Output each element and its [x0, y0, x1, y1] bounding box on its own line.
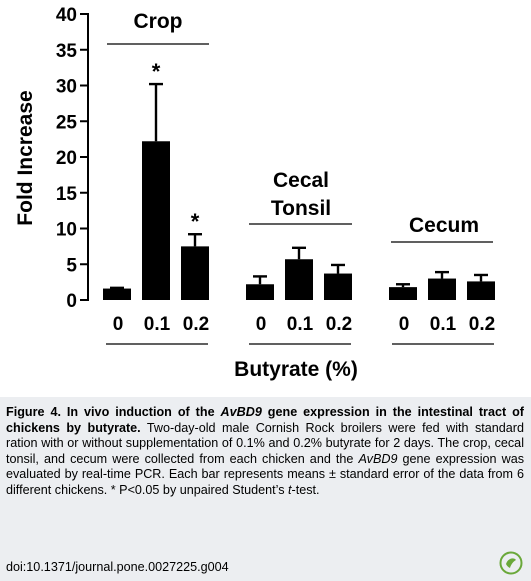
y-tick-label: 30 — [56, 77, 77, 98]
bar — [142, 141, 170, 300]
y-tick-label: 25 — [56, 112, 78, 133]
bar — [467, 281, 495, 300]
category-label: 0 — [113, 314, 124, 335]
bar — [428, 278, 456, 300]
y-tick-label: 5 — [66, 255, 77, 276]
x-axis-label: Butyrate (%) — [234, 358, 358, 381]
plos-logo-icon — [499, 551, 523, 575]
y-tick-label: 40 — [56, 5, 77, 26]
y-tick-label: 35 — [56, 41, 78, 62]
bar — [103, 288, 131, 300]
category-label: 0 — [399, 314, 410, 335]
doi-link[interactable]: doi:10.1371/journal.pone.0027225.g004 — [6, 560, 229, 574]
category-label: 0.1 — [144, 314, 171, 335]
bar — [389, 287, 417, 300]
group-label: Cecal — [273, 169, 329, 192]
significance-marker: * — [191, 209, 200, 234]
caption-body: Two-day-old male Cornish Rock broilers w… — [6, 420, 524, 497]
bar — [246, 284, 274, 300]
category-label: 0.1 — [287, 314, 314, 335]
category-label: 0.2 — [326, 314, 352, 335]
category-label: 0.2 — [469, 314, 495, 335]
category-label: 0.1 — [430, 314, 457, 335]
bar-chart: 0 5 10 15 20 25 30 35 40 Crop 0 * 0.1 * 0.2 Cecal Tonsil… — [14, 5, 495, 381]
bar — [285, 259, 313, 300]
group-label: Cecum — [409, 214, 479, 237]
y-tick-label: 10 — [56, 220, 77, 241]
category-label: 0 — [256, 314, 267, 335]
group-label: Crop — [134, 10, 183, 33]
y-tick-label: 20 — [56, 148, 77, 169]
figure-caption: Figure 4. In vivo induction of the AvBD9… — [6, 405, 524, 498]
y-axis-label: Fold Increase — [14, 90, 37, 225]
significance-marker: * — [152, 59, 161, 84]
caption-title: Figure 4. In vivo induction of the AvBD9… — [6, 405, 525, 435]
bar — [324, 273, 352, 300]
category-label: 0.2 — [183, 314, 209, 335]
y-tick-label: 15 — [56, 184, 78, 205]
bar — [181, 246, 209, 300]
plot-area: 0 5 10 15 20 25 30 35 40 Crop 0 * 0.1 * 0.2 Cecal Tonsil… — [56, 5, 495, 345]
y-tick-label: 0 — [66, 291, 77, 312]
group-label: Tonsil — [271, 197, 331, 220]
figure-caption-panel: Figure 4. In vivo induction of the AvBD9… — [0, 397, 531, 581]
